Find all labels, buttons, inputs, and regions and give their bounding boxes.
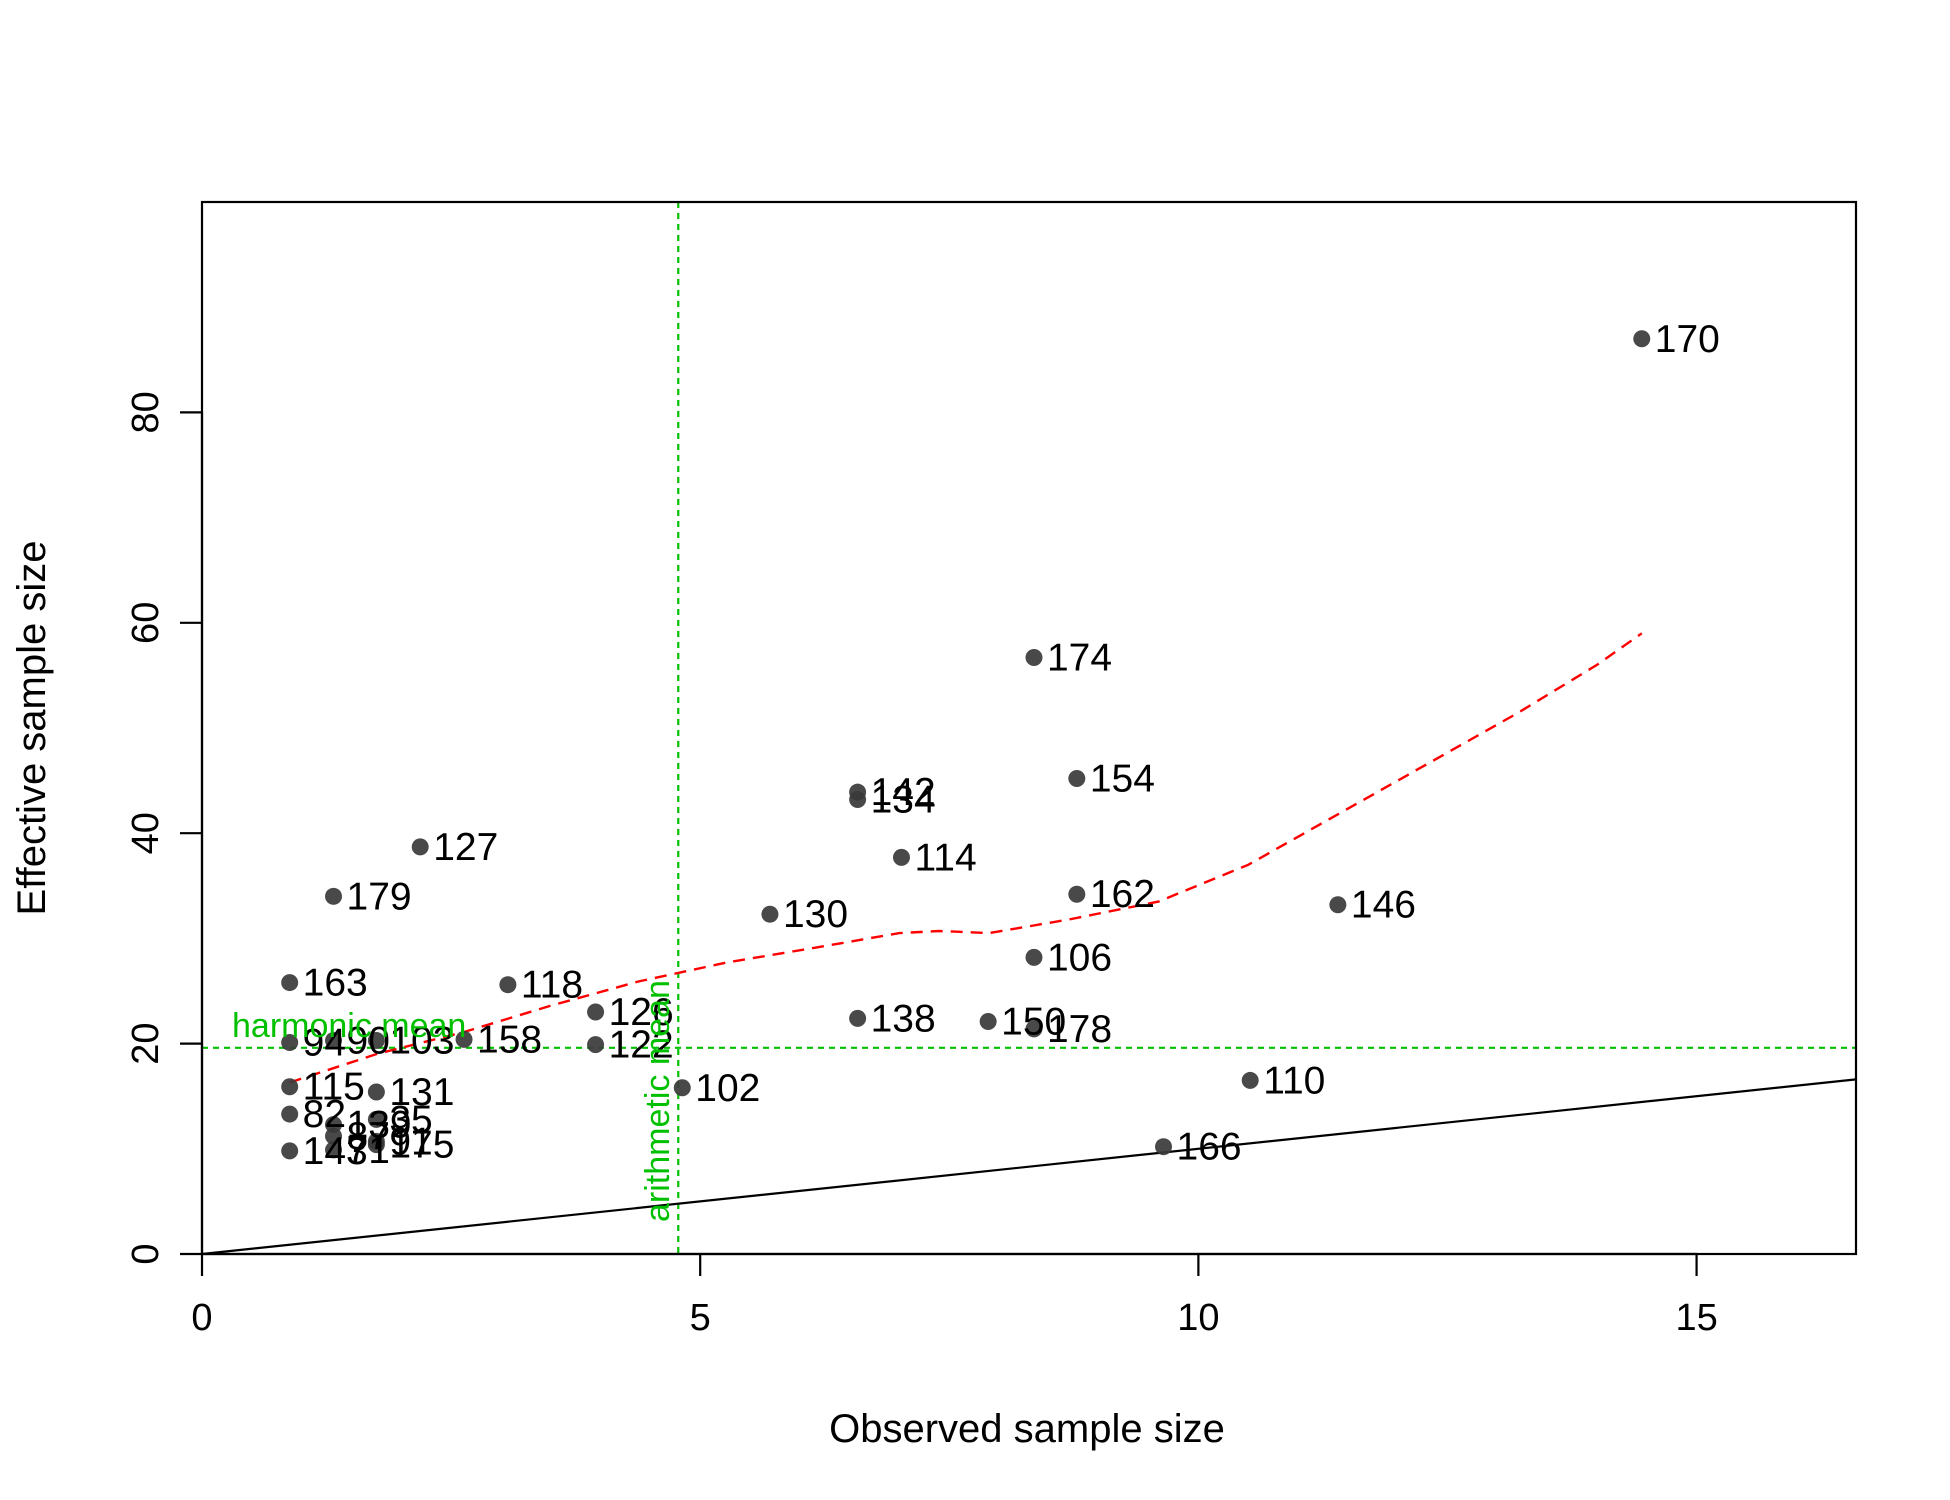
data-point: [325, 1127, 343, 1145]
data-point-label: 103: [389, 1019, 454, 1062]
data-point: [1025, 948, 1043, 966]
data-point: [892, 848, 910, 866]
y-axis-label: Effective sample size: [10, 541, 54, 916]
x-tick-label: 0: [191, 1297, 212, 1339]
data-point-label: 82: [303, 1093, 346, 1136]
data-point: [325, 887, 343, 905]
data-point: [587, 1003, 605, 1021]
data-point: [367, 1083, 385, 1101]
data-point-label: 106: [1047, 936, 1112, 979]
data-point-label: 122: [609, 1024, 674, 1067]
data-point: [979, 1013, 997, 1031]
data-point-label: 146: [1351, 884, 1416, 927]
data-point: [1633, 330, 1651, 348]
data-point-label: 138: [871, 997, 936, 1040]
data-point-label: 179: [347, 875, 412, 918]
data-point: [455, 1030, 473, 1048]
data-point-label: 170: [1655, 318, 1720, 361]
data-point-label: 102: [695, 1067, 760, 1110]
data-point-label: 91: [389, 1120, 432, 1163]
data-point: [1068, 885, 1086, 903]
data-point-label: 175: [389, 1124, 454, 1167]
data-point-label: 71: [347, 1129, 390, 1172]
y-tick-label: 20: [125, 1022, 167, 1064]
data-point: [281, 974, 299, 992]
data-point: [367, 1110, 385, 1128]
data-point-label: 150: [1001, 1001, 1066, 1044]
data-point: [1155, 1138, 1173, 1156]
data-point-label: 110: [1263, 1059, 1325, 1102]
data-point-label: 178: [1047, 1008, 1112, 1051]
data-point-label: 134: [871, 779, 936, 822]
data-point: [499, 976, 517, 994]
harmonic-mean-label: harmonic mean: [232, 1007, 466, 1045]
data-point: [1241, 1071, 1259, 1089]
data-point: [761, 905, 779, 923]
data-point-label: 126: [609, 991, 674, 1034]
data-point: [673, 1079, 691, 1097]
data-point: [849, 791, 867, 809]
data-point: [587, 1036, 605, 1054]
data-point: [281, 1078, 299, 1096]
data-point-label: 163: [303, 962, 368, 1005]
data-point: [411, 838, 429, 856]
x-tick-label: 10: [1177, 1297, 1219, 1339]
data-point-label: 90: [347, 1019, 390, 1062]
data-point-label: 87: [347, 1115, 390, 1158]
data-point-label: 131: [389, 1071, 454, 1114]
data-point-label: 162: [1090, 873, 1155, 916]
y-tick-label: 80: [125, 391, 167, 433]
data-point-label: 115: [303, 1066, 365, 1109]
x-tick-label: 15: [1675, 1297, 1717, 1339]
data-point: [849, 1009, 867, 1027]
data-point-label: 166: [1177, 1126, 1242, 1169]
data-point-label: 118: [521, 964, 583, 1007]
x-axis-label: Observed sample size: [829, 1407, 1225, 1451]
data-point: [367, 1136, 385, 1154]
data-point-label: 154: [1090, 757, 1155, 800]
data-point-label: 139: [347, 1104, 412, 1147]
data-point: [325, 1031, 343, 1049]
trend-line: [289, 632, 1643, 1084]
data-point-label: 114: [914, 836, 976, 879]
line-layer: [201, 202, 1857, 1256]
data-point-label: 142: [871, 771, 936, 814]
data-point-label: 143: [303, 1130, 368, 1173]
data-point-label: 130: [783, 893, 848, 936]
data-point: [281, 1034, 299, 1052]
identity-line: [201, 1078, 1857, 1256]
data-point: [1025, 1020, 1043, 1038]
data-point: [367, 1031, 385, 1049]
data-point: [281, 1105, 299, 1123]
arithmetic-mean-label: arithmetic mean: [639, 980, 677, 1222]
data-point: [281, 1142, 299, 1160]
data-point-label: 158: [477, 1018, 542, 1061]
y-tick-label: 40: [125, 812, 167, 854]
y-tick-label: 60: [125, 602, 167, 644]
points-layer: [281, 330, 1651, 1160]
y-tick-label: 0: [125, 1243, 167, 1264]
data-point: [1329, 896, 1347, 914]
data-point: [1025, 649, 1043, 667]
data-point-label: 94: [303, 1022, 346, 1065]
data-point: [1068, 769, 1086, 787]
data-point-label: 127: [433, 826, 498, 869]
x-tick-label: 5: [690, 1297, 711, 1339]
data-point-label: 174: [1047, 637, 1112, 680]
data-point: [325, 1141, 343, 1159]
data-point-label: 35: [389, 1098, 432, 1141]
